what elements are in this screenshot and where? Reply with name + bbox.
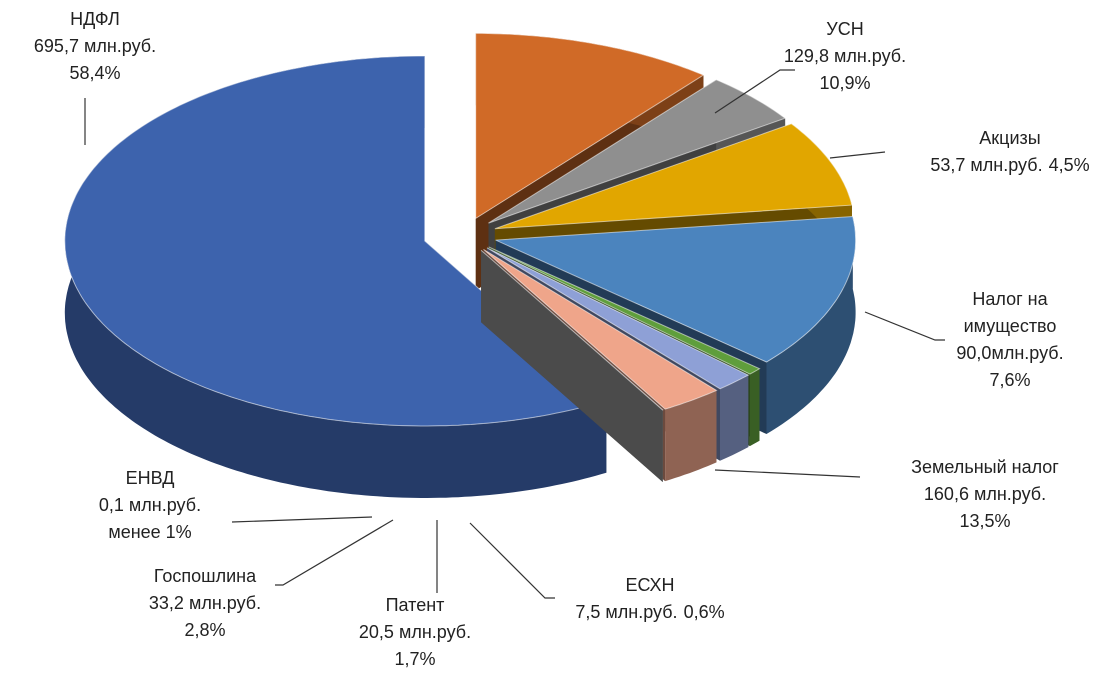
slice-side: [720, 375, 749, 461]
leader-lines: [84, 69, 945, 599]
data-label: ЕНВД 0,1 млн.руб. менее 1%: [0, 465, 300, 546]
data-label: Патент 20,5 млн.руб. 1,7%: [265, 592, 565, 673]
slice-side: [665, 390, 717, 482]
leader-line: [275, 519, 394, 586]
slice-side: [749, 368, 760, 447]
leader-line: [864, 311, 945, 341]
slice: [495, 215, 857, 363]
slice: [488, 246, 761, 375]
slices: [64, 32, 857, 498]
data-label: УСН 129,8 млн.руб. 10,9%: [695, 16, 995, 97]
value-label: 695,7 млн.руб.: [33, 36, 157, 56]
leader-line: [469, 522, 555, 599]
category-label: Патент: [385, 595, 445, 615]
percent-label: 7,6%: [989, 370, 1031, 390]
slice: [475, 32, 705, 220]
category-label: Госпошлина: [153, 566, 257, 586]
value-label: 160,6 млн.руб.: [923, 484, 1047, 504]
slice: [486, 247, 750, 390]
percent-label: 2,8%: [184, 620, 226, 640]
category-label: Земельный налог: [911, 457, 1059, 477]
value-label: 0,1 млн.руб.: [98, 495, 202, 515]
category-label: УСН: [826, 19, 864, 39]
percent-label: 58,4%: [69, 63, 121, 83]
slice: [488, 79, 787, 224]
slice-side: [766, 216, 856, 434]
category-label: ЕНВД: [125, 468, 175, 488]
category-label: Налог на имущество: [963, 289, 1057, 336]
slice: [494, 123, 853, 230]
percent-label: 0,6%: [683, 602, 725, 622]
slice: [483, 248, 718, 410]
slice: [64, 55, 608, 427]
slice-wall: [481, 250, 663, 482]
data-label: Земельный налог 160,6 млн.руб. 13,5%: [835, 454, 1107, 535]
category-label: ЕСХН: [625, 575, 675, 595]
percent-label: 13,5%: [959, 511, 1011, 531]
data-label: ЕСХН 7,5 млн.руб. 0,6%: [500, 572, 800, 626]
data-label: НДФЛ 695,7 млн.руб. 58,4%: [0, 6, 245, 87]
data-label: Налог на имущество 90,0млн.руб. 7,6%: [945, 286, 1075, 394]
percent-label: менее 1%: [108, 522, 192, 542]
value-label: 33,2 млн.руб.: [148, 593, 262, 613]
value-label: 129,8 млн.руб.: [783, 46, 907, 66]
value-label: 20,5 млн.руб.: [358, 622, 472, 642]
leader-line: [714, 69, 795, 114]
category-label: Акцизы: [979, 128, 1041, 148]
percent-label: 10,9%: [819, 73, 871, 93]
slice: [480, 249, 664, 411]
leader-line: [231, 516, 373, 523]
value-label: 53,7 млн.руб.: [930, 155, 1043, 175]
leader-line: [829, 151, 886, 159]
percent-label: 4,5%: [1048, 155, 1090, 175]
value-label: 7,5 млн.руб.: [575, 602, 678, 622]
leader-line: [714, 469, 861, 478]
data-label: Госпошлина 33,2 млн.руб. 2,8%: [55, 563, 355, 644]
data-label: Акцизы 53,7 млн.руб. 4,5%: [860, 125, 1107, 179]
category-label: НДФЛ: [70, 9, 120, 29]
value-label: 90,0млн.руб.: [956, 343, 1064, 363]
percent-label: 1,7%: [394, 649, 436, 669]
